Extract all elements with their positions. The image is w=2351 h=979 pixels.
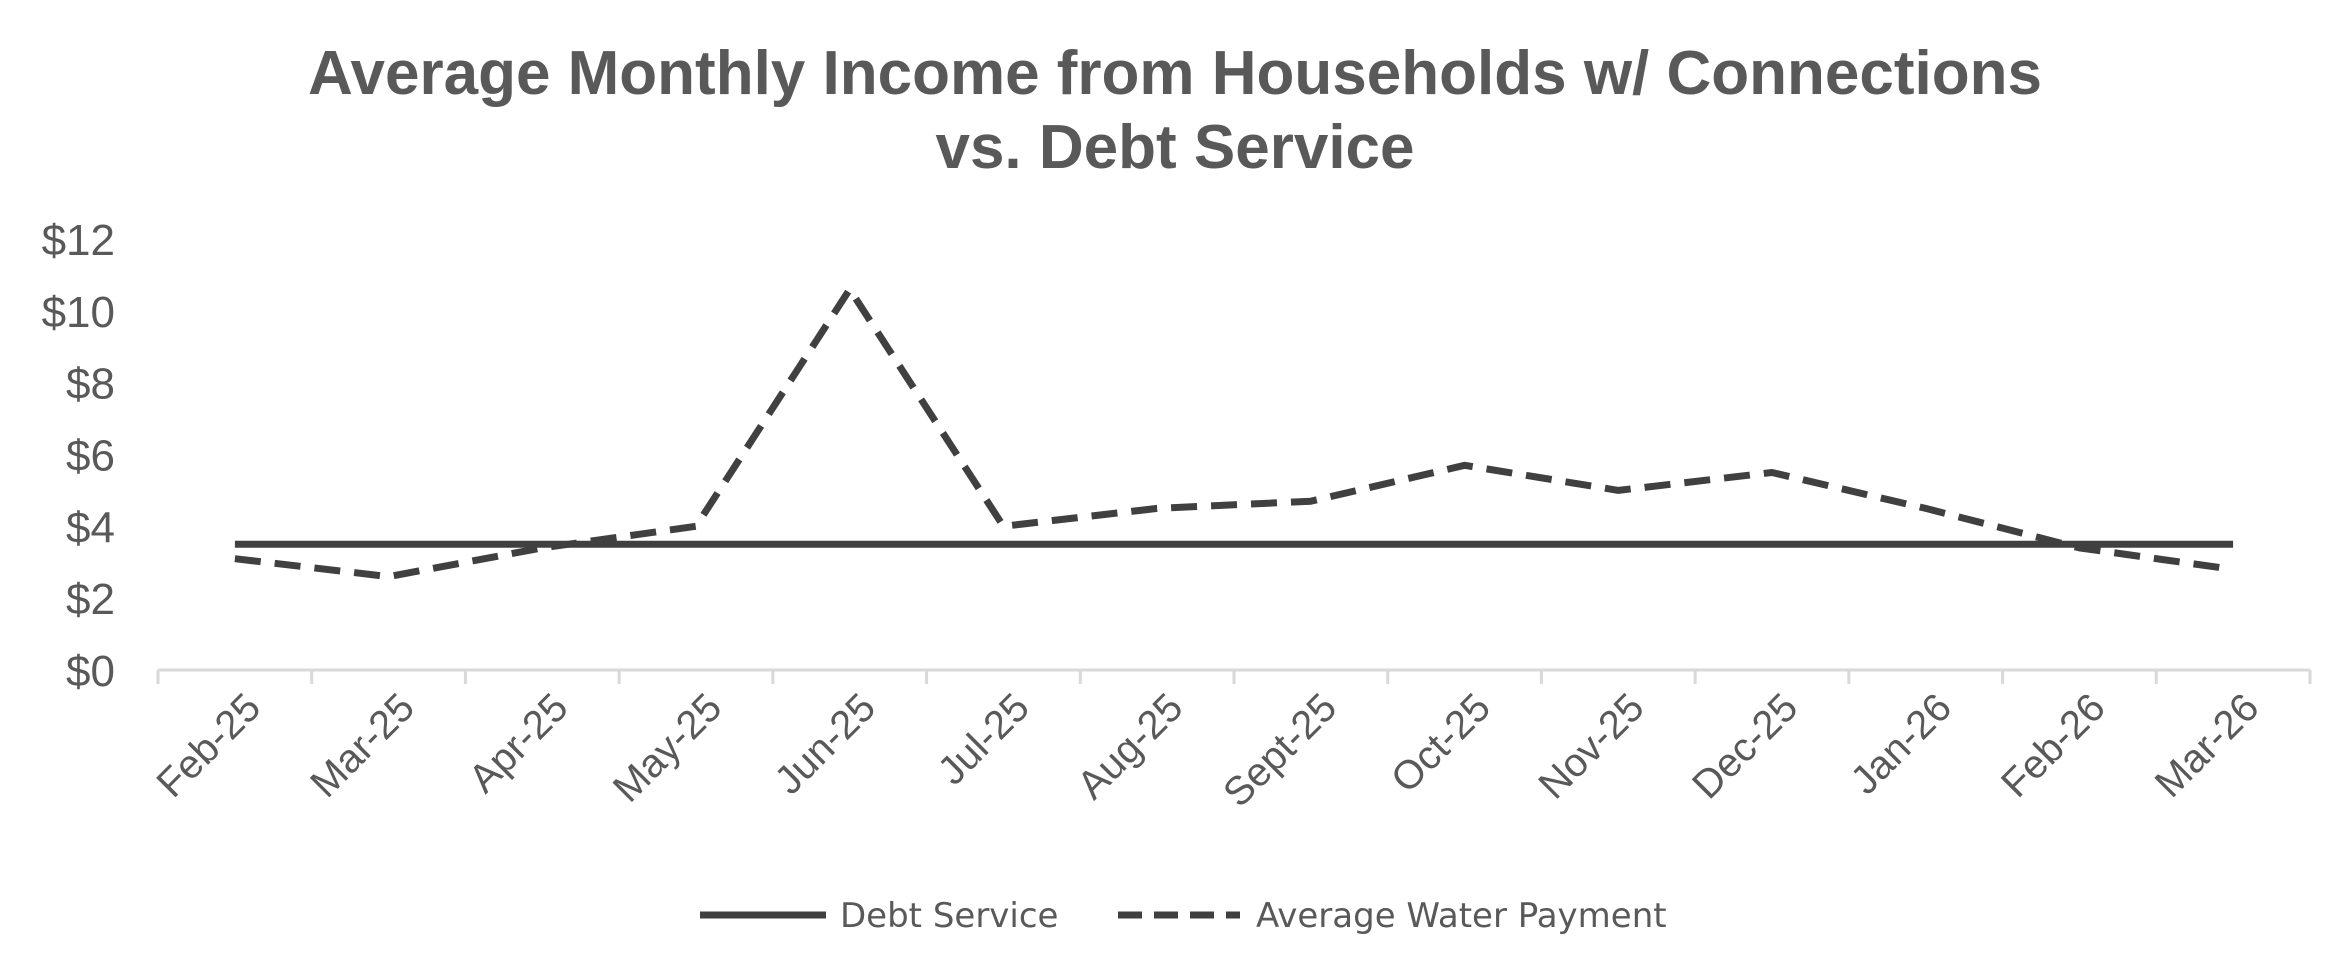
x-tick-label: Feb-25 [148, 685, 269, 806]
y-tick-label: $4 [66, 503, 115, 552]
x-tick-label: Mar-26 [2147, 685, 2268, 806]
y-tick-label: $12 [42, 216, 115, 265]
x-tick-label: Apr-25 [461, 685, 577, 801]
x-tick-label: Mar-25 [302, 685, 423, 806]
x-tick-label: Sept-25 [1215, 685, 1345, 815]
x-tick-label: Dec-25 [1684, 685, 1806, 807]
x-tick-label: Oct-25 [1383, 685, 1499, 801]
chart-title-line-1: Average Monthly Income from Households w… [308, 39, 2042, 108]
x-tick-label: Jan-26 [1842, 685, 1960, 803]
series-layer [234, 285, 2234, 581]
y-axis: $0 $2 $4 $6 $8 $10 $12 [42, 216, 115, 696]
x-tick-label: Jun-25 [766, 685, 884, 803]
y-tick-label: $0 [66, 647, 115, 696]
chart-title: Average Monthly Income from Households w… [308, 39, 2042, 182]
y-tick-label: $2 [66, 575, 115, 624]
x-axis: Feb-25 Mar-25 Apr-25 May-25 Jun-25 Jul-25 Aug-… [148, 668, 2312, 815]
x-tick-label: May-25 [605, 685, 730, 810]
y-tick-label: $8 [66, 360, 115, 409]
legend-label: Average Water Payment [1256, 896, 1667, 936]
y-tick-label: $10 [42, 288, 115, 337]
chart-title-line-2: vs. Debt Service [935, 113, 1414, 182]
legend-label: Debt Service [840, 896, 1058, 936]
x-tick-label: Aug-25 [1069, 685, 1191, 807]
y-tick-label: $6 [66, 432, 115, 481]
x-tick-label: Jul-25 [930, 685, 1038, 793]
legend: Debt Service Average Water Payment [700, 896, 1667, 936]
x-tick-label: Nov-25 [1530, 685, 1652, 807]
series-line-average-water-payment [234, 285, 2234, 581]
x-tick-label: Feb-26 [1993, 685, 2114, 806]
